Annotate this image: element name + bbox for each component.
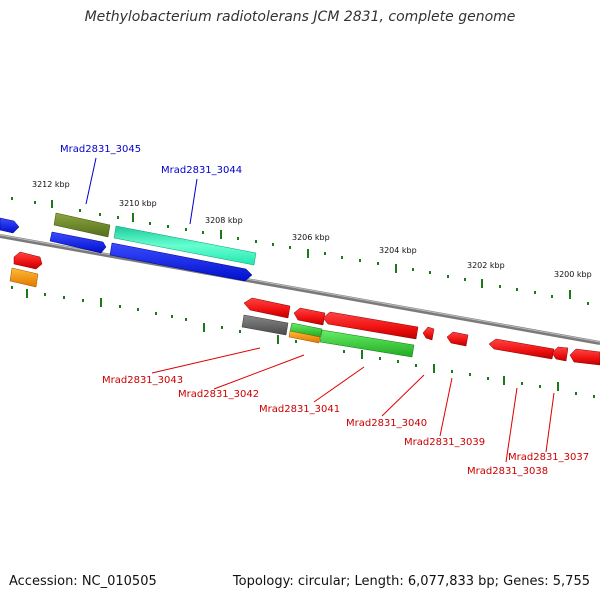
gene-mrad2831-3044-aqua[interactable]	[113, 225, 257, 266]
gene-label-mrad2831-3038[interactable]: Mrad2831_3038	[467, 466, 548, 477]
gene-red-right-edge[interactable]	[569, 348, 600, 366]
leader-line	[505, 387, 518, 463]
gene-mrad2831-3037-red[interactable]	[551, 346, 569, 362]
leader-line	[213, 354, 305, 390]
genome-backbone	[0, 234, 600, 345]
gene-mrad2831-3042-orange[interactable]	[288, 330, 321, 344]
reverse-leader-lines	[151, 347, 555, 463]
gene-mrad2831-3045-olive[interactable]	[53, 212, 111, 238]
leader-line	[85, 157, 97, 205]
leader-line	[189, 178, 198, 225]
gene-mrad2831-3038-red[interactable]	[488, 338, 555, 360]
kbp-label: 3212 kbp	[32, 180, 70, 189]
forward-leader-lines	[85, 157, 198, 225]
kbp-label: 3200 kbp	[554, 270, 592, 279]
gene-mrad2831-3041-green[interactable]	[319, 329, 415, 358]
gene-label-mrad2831-3041[interactable]: Mrad2831_3041	[259, 404, 340, 415]
leader-line	[313, 366, 365, 403]
gene-label-mrad2831-3039[interactable]: Mrad2831_3039	[404, 437, 485, 448]
gene-label-mrad2831-3042[interactable]: Mrad2831_3042	[178, 389, 259, 400]
kbp-label: 3208 kbp	[205, 216, 243, 225]
gene-mrad2831-3043-gray[interactable]	[241, 314, 289, 336]
gene-mrad2831-3045-blue[interactable]	[49, 231, 107, 254]
inner-scale-ticks	[11, 286, 595, 398]
gene-label-mrad2831-3045[interactable]: Mrad2831_3045	[60, 144, 141, 155]
leader-line	[439, 377, 453, 437]
gene-mrad2831-3041-red[interactable]	[322, 311, 419, 340]
gene-red-left[interactable]	[13, 251, 43, 270]
outer-scale-ticks	[11, 197, 589, 305]
genome-backbone-highlight	[0, 234, 600, 343]
gene-blue-left-edge[interactable]	[0, 217, 20, 234]
gene-orange-left[interactable]	[9, 267, 39, 288]
kbp-label: 3202 kbp	[467, 261, 505, 270]
leader-line	[151, 347, 261, 374]
gene-label-mrad2831-3043[interactable]: Mrad2831_3043	[102, 375, 183, 386]
kbp-label: 3206 kbp	[292, 233, 330, 242]
gene-mrad2831-3042-red[interactable]	[293, 307, 326, 326]
gene-label-mrad2831-3037[interactable]: Mrad2831_3037	[508, 452, 589, 463]
genome-title: Methylobacterium radiotolerans JCM 2831,…	[84, 9, 516, 25]
gene-mrad2831-3039-red[interactable]	[446, 331, 469, 347]
accession-text: Accession: NC_010505	[9, 574, 157, 589]
genome-summary-text: Topology: circular; Length: 6,077,833 bp…	[232, 574, 590, 589]
kbp-label: 3210 kbp	[119, 199, 157, 208]
gene-mrad2831-3043-red[interactable]	[243, 297, 291, 319]
gene-mrad2831-3044-blue[interactable]	[109, 242, 253, 282]
gene-label-mrad2831-3044[interactable]: Mrad2831_3044	[161, 165, 242, 176]
gene-label-mrad2831-3040[interactable]: Mrad2831_3040	[346, 418, 427, 429]
gene-mrad2831-3040-red[interactable]	[422, 326, 435, 341]
leader-line	[381, 374, 425, 417]
leader-line	[545, 392, 555, 453]
kbp-label: 3204 kbp	[379, 246, 417, 255]
